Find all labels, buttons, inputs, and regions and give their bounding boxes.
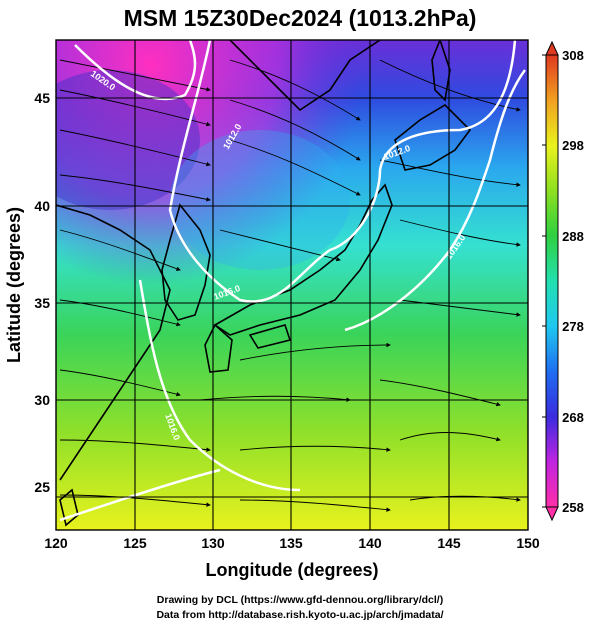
isobar-line <box>138 279 301 492</box>
plot-area: 1020.0 1012.0 1016.0 1016.0 1012.0 1016.… <box>56 40 528 530</box>
x-tick-label: 120 <box>44 535 68 551</box>
colorbar-tick-label: 268 <box>562 410 584 425</box>
streamline <box>379 59 521 112</box>
y-tick-label: 25 <box>34 479 50 495</box>
x-tick-label: 130 <box>201 535 225 551</box>
wind-streamlines <box>59 59 521 512</box>
colorbar-tick-label: 288 <box>562 229 584 244</box>
continent-cold-core <box>56 70 200 210</box>
streamline <box>229 59 361 121</box>
y-axis-label: Latitude (degrees) <box>4 207 24 363</box>
map-title: MSM 15Z30Dec2024 (1013.2hPa) <box>124 5 477 31</box>
x-tick-label: 135 <box>279 535 303 551</box>
x-tick-label: 150 <box>516 535 540 551</box>
streamline <box>239 499 391 512</box>
streamline <box>59 299 181 327</box>
colorbar-tick-label: 278 <box>562 319 584 334</box>
streamline <box>239 445 391 452</box>
x-tick-label: 125 <box>123 535 147 551</box>
plot-frame <box>55 39 529 531</box>
x-axis-label: Longitude (degrees) <box>205 560 378 580</box>
coastline-korea <box>161 203 211 321</box>
y-axis-ticks: 25 30 35 40 45 <box>34 90 50 495</box>
streamline <box>239 342 391 361</box>
colorbar-top-triangle <box>545 40 559 56</box>
streamline <box>199 395 351 402</box>
isobar-line <box>168 40 517 303</box>
coastlines <box>56 40 472 527</box>
coastline-sakhalin <box>431 40 451 102</box>
streamline <box>379 159 521 187</box>
colorbar: 308 298 288 278 268 258 <box>542 40 584 522</box>
coastline-hokkaido <box>394 103 472 171</box>
y-tick-label: 30 <box>34 392 50 408</box>
isobar-line <box>344 69 527 332</box>
coastline-shikoku <box>248 324 292 349</box>
credit-line-data: Data from http://database.rish.kyoto-u.a… <box>156 609 443 621</box>
japan-sea-warm-tongue <box>170 130 350 270</box>
isobar-line <box>59 468 221 522</box>
coastline-china <box>56 204 171 481</box>
streamline <box>399 432 501 442</box>
streamline <box>59 369 181 397</box>
coastline-honshu <box>213 183 393 336</box>
streamline <box>229 139 361 196</box>
x-tick-label: 145 <box>437 535 461 551</box>
y-tick-label: 35 <box>34 295 50 311</box>
coastline-kyushu <box>204 323 233 373</box>
colorbar-tick-label: 258 <box>562 500 584 515</box>
streamline <box>399 299 521 317</box>
y-tick-label: 45 <box>34 90 50 106</box>
colorbar-tick-label: 308 <box>562 48 584 63</box>
coastline-russia <box>229 40 381 112</box>
streamline <box>59 229 181 271</box>
colorbar-body <box>545 54 559 508</box>
streamline <box>219 229 341 262</box>
grid-lines <box>56 40 528 530</box>
x-tick-label: 140 <box>358 535 382 551</box>
x-axis-ticks: 120 125 130 135 140 145 150 <box>44 535 540 551</box>
streamline <box>409 495 521 502</box>
y-tick-label: 40 <box>34 198 50 214</box>
colorbar-tick-label: 298 <box>562 138 584 153</box>
streamline <box>379 379 501 407</box>
credit-line-dcl: Drawing by DCL (https://www.gfd-dennou.o… <box>157 594 443 606</box>
streamline <box>229 99 361 161</box>
colorbar-bottom-triangle <box>545 506 559 522</box>
